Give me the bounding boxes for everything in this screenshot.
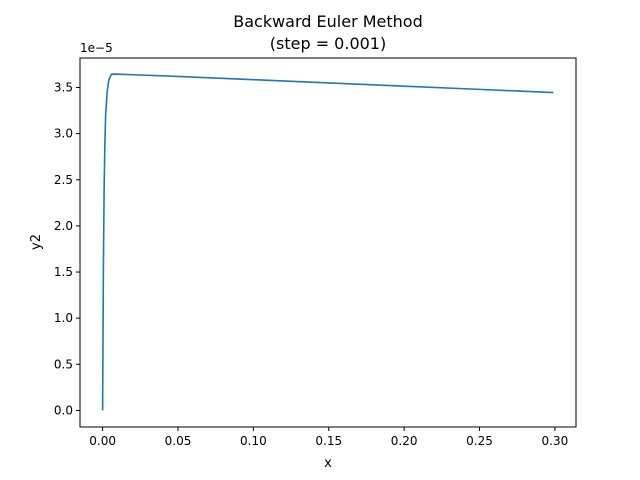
y-multiplier-label: 1e−5 xyxy=(80,41,113,55)
x-axis-label: x xyxy=(324,456,332,471)
y-tick-label: 2.0 xyxy=(54,219,73,233)
chart-title: Backward Euler Method xyxy=(233,12,422,31)
y-tick-label: 1.5 xyxy=(54,265,73,279)
y-tick-label: 3.0 xyxy=(54,127,73,141)
x-tick-label: 0.10 xyxy=(240,434,267,448)
plot-frame xyxy=(79,57,577,428)
x-tick-label: 0.25 xyxy=(466,434,493,448)
x-tick-label: 0.15 xyxy=(315,434,342,448)
x-axis-ticks: 0.00 0.05 0.10 0.15 0.20 0.25 0.30 xyxy=(89,427,568,448)
y-axis-label: y2 xyxy=(29,234,44,250)
y-tick-label: 2.5 xyxy=(54,173,73,187)
y-tick-label: 0.0 xyxy=(54,403,73,417)
x-tick-label: 0.30 xyxy=(542,434,569,448)
y-tick-label: 0.5 xyxy=(54,357,73,371)
x-tick-label: 0.05 xyxy=(165,434,192,448)
y-tick-label: 1.0 xyxy=(54,311,73,325)
x-tick-label: 0.00 xyxy=(89,434,116,448)
series-group xyxy=(101,73,554,411)
chart-subtitle: (step = 0.001) xyxy=(270,34,386,53)
series-line xyxy=(101,73,554,411)
y-axis-ticks: 0.0 0.5 1.0 1.5 2.0 2.5 3.0 3.5 xyxy=(54,81,80,417)
x-tick-label: 0.20 xyxy=(391,434,418,448)
y-tick-label: 3.5 xyxy=(54,81,73,95)
